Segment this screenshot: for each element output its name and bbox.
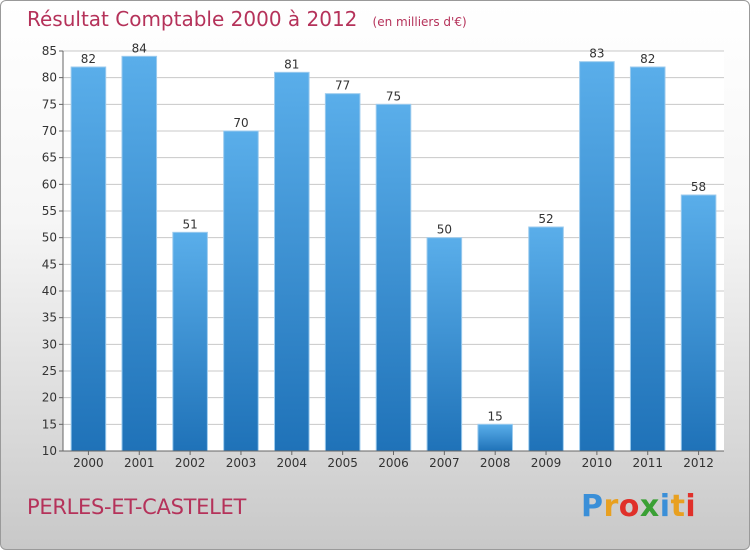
data-label: 82 [81, 52, 96, 66]
x-tick-label: 2003 [226, 456, 257, 470]
bar [223, 130, 259, 452]
brand-letter: t [670, 489, 686, 524]
y-tick-label: 20 [42, 391, 57, 405]
x-tick-label: 2001 [124, 456, 155, 470]
x-tick-label: 2000 [73, 456, 104, 470]
brand-letter: x [639, 489, 660, 524]
brand-letter: P [581, 489, 604, 524]
y-tick-label: 60 [42, 177, 57, 191]
chart-subtitle: (en milliers d'€) [372, 15, 467, 29]
bar [70, 66, 107, 452]
bar [375, 103, 412, 452]
title-area: Résultat Comptable 2000 à 2012 (en milli… [27, 7, 467, 31]
brand-letter: r [603, 489, 619, 524]
x-tick-label: 2008 [480, 456, 511, 470]
bar [426, 237, 463, 452]
data-label: 77 [335, 79, 350, 93]
y-tick-label: 50 [42, 231, 57, 245]
data-label: 84 [132, 41, 147, 55]
x-tick-label: 2002 [175, 456, 206, 470]
y-tick-label: 30 [42, 337, 57, 351]
x-tick-label: 2007 [429, 456, 460, 470]
bar [121, 55, 158, 452]
bar [579, 61, 615, 452]
x-tick-label: 2010 [582, 456, 613, 470]
bar [274, 71, 310, 452]
x-tick-label: 2012 [683, 456, 714, 470]
y-tick-label: 85 [42, 44, 57, 58]
data-label: 70 [233, 116, 248, 130]
data-label: 50 [437, 223, 452, 237]
y-tick-label: 25 [42, 364, 57, 378]
y-tick-label: 80 [42, 71, 57, 85]
chart-title: Résultat Comptable 2000 à 2012 [27, 7, 358, 31]
data-label: 51 [182, 217, 197, 231]
x-tick-label: 2009 [531, 456, 562, 470]
bar [172, 231, 208, 452]
y-tick-label: 35 [42, 311, 57, 325]
y-tick-label: 70 [42, 124, 57, 138]
bar [324, 93, 361, 452]
bars: 82 84 51 70 81 77 75 50 15 52 83 82 58 [70, 41, 717, 452]
brand-logo: Proxiti [581, 489, 696, 524]
y-tick-label: 45 [42, 257, 57, 271]
data-label: 58 [691, 180, 706, 194]
y-tick-label: 15 [42, 417, 57, 431]
brand-letter: i [659, 489, 671, 524]
brand-letter: o [618, 489, 640, 524]
y-tick-label: 75 [42, 97, 57, 111]
y-tick-label: 40 [42, 284, 57, 298]
bar [477, 423, 513, 452]
place-name: PERLES-ET-CASTELET [27, 495, 246, 519]
data-label: 81 [284, 57, 299, 71]
y-axis: 10 15 20 25 30 35 40 45 50 55 60 65 70 75 80 85 [42, 44, 64, 458]
x-tick-label: 2011 [632, 456, 663, 470]
x-tick-label: 2005 [327, 456, 358, 470]
data-label: 15 [488, 409, 503, 423]
x-tick-label: 2004 [277, 456, 308, 470]
x-tick-label: 2006 [378, 456, 409, 470]
bar [680, 194, 717, 452]
y-tick-label: 65 [42, 151, 57, 165]
bar [528, 226, 564, 452]
x-axis: 2000 2001 2002 2003 2004 2005 2006 2007 2008 2009… [63, 450, 724, 470]
data-label: 83 [589, 47, 604, 61]
y-tick-label: 55 [42, 204, 57, 218]
data-label: 52 [538, 212, 553, 226]
bar [629, 66, 666, 452]
y-tick-label: 10 [42, 444, 57, 458]
data-label: 82 [640, 52, 655, 66]
brand-letter: i [685, 489, 697, 524]
data-label: 75 [386, 89, 401, 103]
